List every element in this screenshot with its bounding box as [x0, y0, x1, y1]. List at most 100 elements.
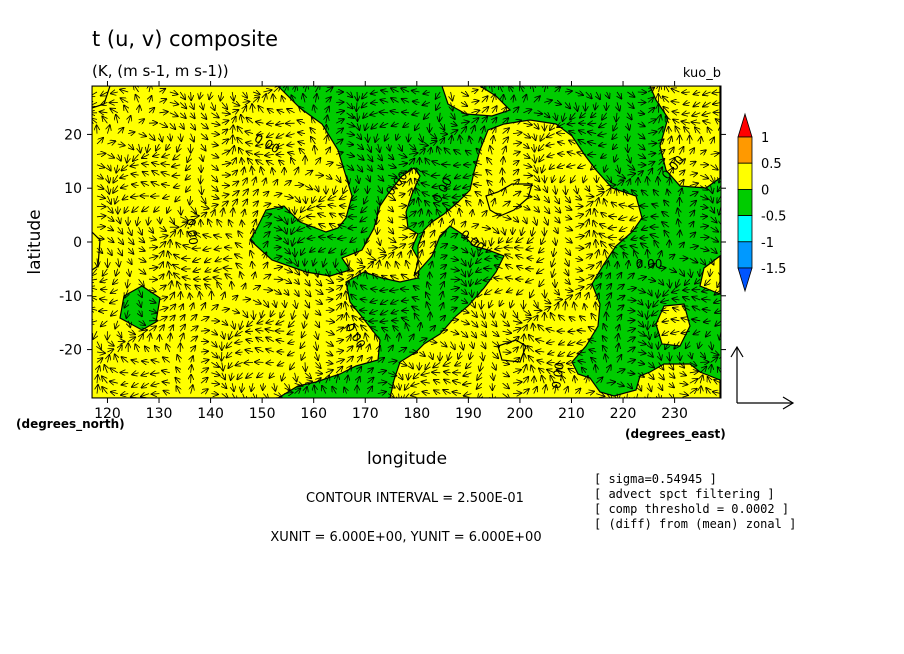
wind-vector — [175, 195, 180, 202]
colorbar-segment-5 — [737, 241, 753, 269]
wind-vector — [482, 211, 487, 218]
wind-vector — [523, 144, 528, 148]
colorbar-label-0: 1 — [761, 131, 769, 146]
wind-vector — [679, 147, 683, 155]
wind-vector — [596, 175, 597, 182]
wind-vector — [557, 123, 566, 127]
wind-vector — [409, 179, 411, 186]
wind-vector — [713, 102, 721, 104]
wind-vector — [294, 185, 304, 186]
wind-vector — [375, 133, 378, 142]
wind-vector — [258, 106, 263, 114]
wind-vector — [252, 104, 253, 113]
wind-vector — [460, 92, 468, 96]
wind-vector — [596, 192, 604, 196]
wind-vector — [412, 91, 420, 93]
wind-vector — [232, 117, 236, 124]
wind-vector — [201, 154, 203, 161]
wind-vector — [248, 159, 253, 166]
wind-vector — [398, 163, 408, 165]
wind-vector — [575, 102, 577, 110]
x-tick-label-4: 160 — [300, 406, 327, 422]
wind-vector — [679, 159, 685, 166]
wind-vector — [648, 98, 653, 103]
wind-vector — [700, 237, 709, 238]
wind-vector — [552, 175, 555, 182]
x-tick-label-7: 190 — [455, 406, 482, 422]
wind-vector — [127, 154, 128, 162]
wind-vector — [471, 126, 474, 134]
wind-vector — [252, 92, 260, 94]
colorbar-label-1: 0.5 — [761, 157, 782, 172]
wind-vector — [243, 106, 247, 113]
wind-vector — [613, 123, 617, 130]
colorbar-label-2: 0 — [761, 183, 769, 198]
wind-vector — [693, 102, 701, 106]
wind-vector — [523, 196, 531, 197]
wind-vector — [492, 136, 493, 145]
wind-vector — [161, 164, 170, 165]
wind-vector — [352, 196, 358, 200]
wind-vector — [659, 139, 664, 144]
wind-vector — [232, 171, 237, 176]
wind-vector — [423, 92, 430, 94]
wind-vector — [492, 94, 495, 103]
wind-vector — [523, 95, 526, 103]
wind-vector — [277, 134, 285, 138]
wind-vector — [523, 175, 532, 176]
wind-vector — [336, 111, 344, 113]
wind-vector — [416, 188, 420, 197]
colorbar-label-5: -1.5 — [761, 262, 786, 277]
wind-vector — [554, 206, 561, 212]
wind-vector — [325, 163, 333, 165]
wind-vector — [439, 112, 440, 122]
wind-vector — [664, 201, 669, 207]
wind-vector — [588, 154, 597, 155]
wind-vector — [355, 185, 357, 193]
wind-vector — [544, 175, 545, 182]
wind-vector — [492, 106, 497, 114]
wind-vector — [620, 205, 628, 207]
wind-vector — [684, 102, 690, 104]
wind-vector — [492, 127, 495, 134]
wind-vector — [673, 112, 680, 113]
wind-vector — [453, 196, 462, 198]
wind-vector — [221, 201, 228, 206]
wind-vector — [169, 122, 176, 129]
wind-vector — [534, 196, 539, 200]
wind-vector — [523, 206, 529, 209]
wind-vector — [346, 144, 354, 145]
wind-vector — [699, 150, 706, 154]
wind-vector — [466, 201, 472, 207]
wind-vector — [499, 86, 503, 93]
wind-vector — [124, 106, 128, 113]
wind-vector — [534, 206, 539, 212]
wind-vector — [131, 174, 139, 175]
wind-vector — [523, 165, 531, 167]
wind-vector — [121, 186, 129, 188]
wind-vector — [694, 92, 701, 94]
y-tick-label-1: 10 — [64, 181, 82, 197]
wind-vector — [602, 112, 607, 120]
wind-vector — [512, 170, 519, 176]
wind-vector — [111, 92, 118, 94]
wind-vector — [131, 196, 139, 197]
wind-vector — [523, 123, 531, 125]
wind-vector — [343, 185, 346, 194]
wind-vector — [454, 186, 462, 190]
wind-vector — [346, 134, 354, 135]
wind-vector — [163, 196, 170, 198]
wind-vector — [356, 102, 357, 111]
wind-vector — [307, 216, 316, 217]
wind-vector — [555, 216, 560, 223]
wind-vector — [113, 174, 118, 182]
wind-vector — [367, 154, 372, 161]
wind-vector — [451, 112, 455, 119]
wind-vector — [241, 158, 242, 165]
wind-vector — [544, 100, 552, 102]
wind-vector — [695, 127, 701, 134]
wind-vector — [460, 102, 467, 106]
wind-vector — [209, 91, 211, 99]
wind-vector — [637, 154, 645, 158]
